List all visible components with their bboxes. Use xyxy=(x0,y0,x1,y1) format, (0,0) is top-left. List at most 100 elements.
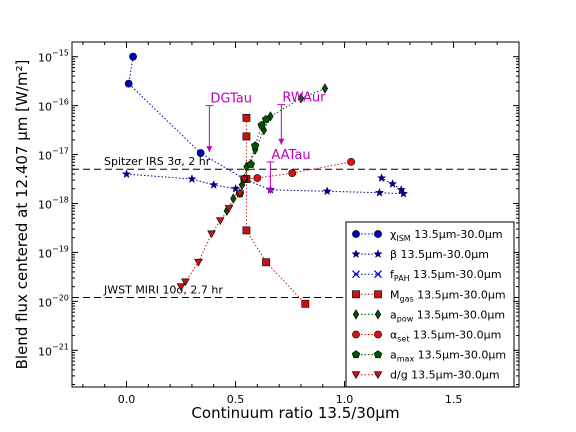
legend-marker xyxy=(352,230,360,238)
object-arrow-head xyxy=(278,138,285,145)
legend-marker xyxy=(373,249,383,259)
series-1 xyxy=(121,169,409,198)
legend-entry: d/g 13.5μm-30.0μm xyxy=(351,369,500,382)
data-point xyxy=(194,258,203,267)
data-point xyxy=(253,174,262,182)
legend-label: apow 13.5μm-30.0μm xyxy=(390,308,505,323)
legend-label: fPAH 13.5μm-30.0μm xyxy=(390,268,502,283)
data-point xyxy=(209,179,219,189)
data-point xyxy=(187,174,197,184)
object-annotations: DGTau RWAur AATau xyxy=(205,91,326,194)
series-line xyxy=(180,178,245,288)
object-marker: DGTau xyxy=(205,92,252,153)
data-point xyxy=(242,113,251,122)
legend-label: Mgas 13.5μm-30.0μm xyxy=(390,288,506,303)
data-point xyxy=(207,230,216,239)
legend-marker xyxy=(374,330,382,339)
data-point xyxy=(322,186,332,196)
data-point xyxy=(230,193,237,204)
data-point xyxy=(376,173,387,183)
data-point xyxy=(257,120,266,129)
object-label: RWAur xyxy=(282,91,326,106)
y-tick-label: 10−15 xyxy=(38,49,69,65)
data-point xyxy=(176,283,186,292)
legend-marker xyxy=(352,270,360,279)
legend-label: β 13.5μm-30.0μm xyxy=(390,248,489,261)
reference-line-label: JWST MIRI 10σ, 2.7 hr xyxy=(103,283,223,296)
legend-label: amax 13.5μm-30.0μm xyxy=(390,349,506,364)
legend-marker xyxy=(374,309,382,320)
reference-line-label: Spitzer IRS 3σ, 2 hr xyxy=(104,155,211,168)
y-tick-label: 10−21 xyxy=(38,342,69,358)
data-point xyxy=(267,111,274,122)
legend-marker xyxy=(352,330,360,339)
data-point xyxy=(246,159,255,168)
x-tick-label: 0.5 xyxy=(227,393,245,406)
legend-entry: apow 13.5μm-30.0μm xyxy=(352,308,505,323)
data-point xyxy=(235,190,245,199)
data-point xyxy=(239,175,249,184)
legend-marker xyxy=(374,270,382,279)
x-tick-label: 1.0 xyxy=(336,393,354,406)
data-point xyxy=(251,141,260,150)
data-point xyxy=(129,52,137,61)
object-arrow-head xyxy=(267,187,274,194)
data-point xyxy=(230,183,241,193)
data-point xyxy=(196,149,205,157)
legend-marker xyxy=(351,371,361,380)
legend-marker xyxy=(351,350,361,359)
series-6 xyxy=(235,114,271,198)
data-point xyxy=(124,79,133,88)
data-point xyxy=(224,205,234,213)
y-tick-label: 10−17 xyxy=(38,147,69,163)
legend-entry: Mgas 13.5μm-30.0μm xyxy=(352,288,506,303)
data-point xyxy=(297,93,305,104)
data-point xyxy=(262,258,270,267)
legend-marker xyxy=(352,290,360,299)
data-point xyxy=(374,187,385,197)
legend-marker xyxy=(373,350,383,359)
x-tick-label: 0.0 xyxy=(118,393,136,406)
data-point xyxy=(215,217,225,226)
object-arrow-head xyxy=(206,146,213,153)
legend-label: αset 13.5μm-30.0μm xyxy=(390,329,501,344)
data-point xyxy=(398,188,409,198)
legend-marker xyxy=(374,290,382,299)
legend-label: d/g 13.5μm-30.0μm xyxy=(390,369,500,382)
data-point xyxy=(242,226,251,235)
x-axis-label: Continuum ratio 13.5/30μm xyxy=(191,404,399,422)
axis-ticks: 0.0 0.5 1.0 1.5 10−21 10−20 10−19 10−18 10−17 10−… xyxy=(38,42,519,406)
reference-lines: Spitzer IRS 3σ, 2 hr JWST MIRI 10σ, 2.7 h… xyxy=(72,155,519,298)
legend-marker xyxy=(352,309,360,320)
legend-marker xyxy=(351,249,361,259)
y-tick-label: 10−19 xyxy=(38,244,69,260)
y-tick-label: 10−18 xyxy=(38,195,69,211)
data-series xyxy=(121,52,409,308)
legend-label: χISM 13.5μm-30.0μm xyxy=(390,228,503,243)
data-point xyxy=(321,83,329,94)
y-axis-label: Blend flux centered at 12.407 μm [W/m²] xyxy=(13,60,31,370)
legend-marker xyxy=(374,230,382,238)
data-point xyxy=(121,169,132,179)
series-line xyxy=(128,56,245,180)
legend-entry: β 13.5μm-30.0μm xyxy=(351,248,489,261)
series-line xyxy=(244,161,352,180)
legend-entry: amax 13.5μm-30.0μm xyxy=(351,349,506,364)
data-point xyxy=(288,169,297,178)
data-point xyxy=(181,278,190,287)
series-7 xyxy=(176,175,249,292)
object-label: AATau xyxy=(271,148,310,163)
object-marker: RWAur xyxy=(277,91,326,145)
data-point xyxy=(387,178,398,188)
legend-box xyxy=(345,221,515,388)
data-point xyxy=(242,132,251,141)
data-point xyxy=(396,184,406,194)
legend-entry: αset 13.5μm-30.0μm xyxy=(352,329,501,344)
legend-marker xyxy=(373,371,383,380)
series-line xyxy=(126,173,405,195)
data-point xyxy=(261,114,271,123)
legend: χISM 13.5μm-30.0μm β 13.5μm-30.0μm fPAH 13… xyxy=(345,221,515,388)
legend-entry: fPAH 13.5μm-30.0μm xyxy=(352,268,502,283)
data-point xyxy=(301,299,310,308)
